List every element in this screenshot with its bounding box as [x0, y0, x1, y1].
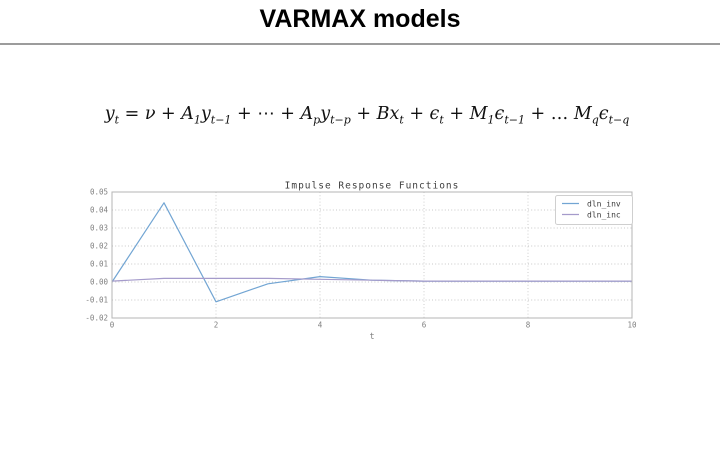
formula-term: A1 [181, 104, 201, 127]
formula-term: yt [104, 104, 120, 127]
impulse-response-svg: 0.05 0.04 0.03 0.02 0.01 0.00 -0.01 -0.020 2 4 6 8 1… [85, 180, 645, 345]
slide-title: VARMAX models [259, 5, 461, 33]
legend-box [555, 195, 633, 225]
chart-title: Impulse Response Functions [285, 181, 460, 192]
formula-subscript: p [313, 113, 321, 127]
x-tick-label: 4 [318, 321, 323, 330]
formula-operator: + [403, 104, 430, 124]
formula-term: yt−p [320, 104, 351, 127]
formula-subscript: t [114, 113, 120, 127]
formula-subscript: 1 [487, 113, 495, 127]
formula-subscript: t−p [330, 113, 351, 127]
formula-term: ν [144, 104, 156, 124]
title-divider [0, 43, 720, 45]
y-tick-label: -0.02 [85, 314, 108, 323]
y-tick-label: 0.03 [90, 224, 108, 233]
x-tick-label: 2 [214, 321, 219, 330]
formula-subscript: t−1 [210, 113, 232, 127]
formula-term: M1 [469, 104, 495, 127]
formula-term: Ap [300, 104, 321, 127]
formula-term: B [376, 104, 390, 124]
formula-subscript: 1 [193, 113, 201, 127]
y-tick-label: 0.02 [90, 242, 108, 251]
plot-border [111, 191, 633, 319]
formula-term: ϵt−q [598, 104, 630, 127]
x-tick-label: 8 [526, 321, 531, 330]
x-axis-label: t [369, 332, 374, 342]
x-tick-label: 6 [422, 321, 427, 330]
formula-operator: + [155, 104, 182, 124]
formula-operator: + [443, 104, 470, 124]
legend-label-dln_inc: dln_inc [587, 210, 621, 219]
formula-operator: = [119, 104, 145, 124]
y-tick-label: -0.01 [85, 296, 108, 305]
formula-term: xt [389, 104, 404, 127]
formula-subscript: t [399, 113, 404, 127]
y-tick-label: 0.05 [90, 188, 108, 197]
varmax-equation: yt = ν + A1yt−1 + ⋯ + Apyt−p + Bxt + ϵt … [7, 104, 720, 127]
formula-term: Mq [573, 104, 599, 127]
formula-operator: + [350, 104, 377, 124]
formula-subscript: t−q [608, 113, 630, 127]
x-tick-label: 0 [110, 321, 115, 330]
formula-subscript: t−1 [504, 113, 525, 127]
x-tick-label: 10 [627, 321, 637, 330]
legend-label-dln_inv: dln_inv [587, 199, 621, 208]
y-tick-label: 0.01 [90, 260, 108, 269]
formula-term: yt−1 [200, 104, 232, 127]
formula-term: ϵt [429, 104, 444, 127]
impulse-response-chart: 0.05 0.04 0.03 0.02 0.01 0.00 -0.01 -0.02 0 2 4 6 8 1… [85, 180, 645, 345]
formula-subscript: q [591, 113, 599, 127]
y-tick-label: 0.04 [90, 206, 109, 215]
formula-subscript: t [439, 113, 444, 127]
series-line-dln_inc [111, 277, 632, 282]
formula-term: ϵt−1 [494, 104, 525, 127]
y-tick-label: 0.00 [90, 278, 109, 287]
formula-operator: + … [524, 104, 574, 124]
formula-operator: + ⋯ + [231, 104, 301, 124]
